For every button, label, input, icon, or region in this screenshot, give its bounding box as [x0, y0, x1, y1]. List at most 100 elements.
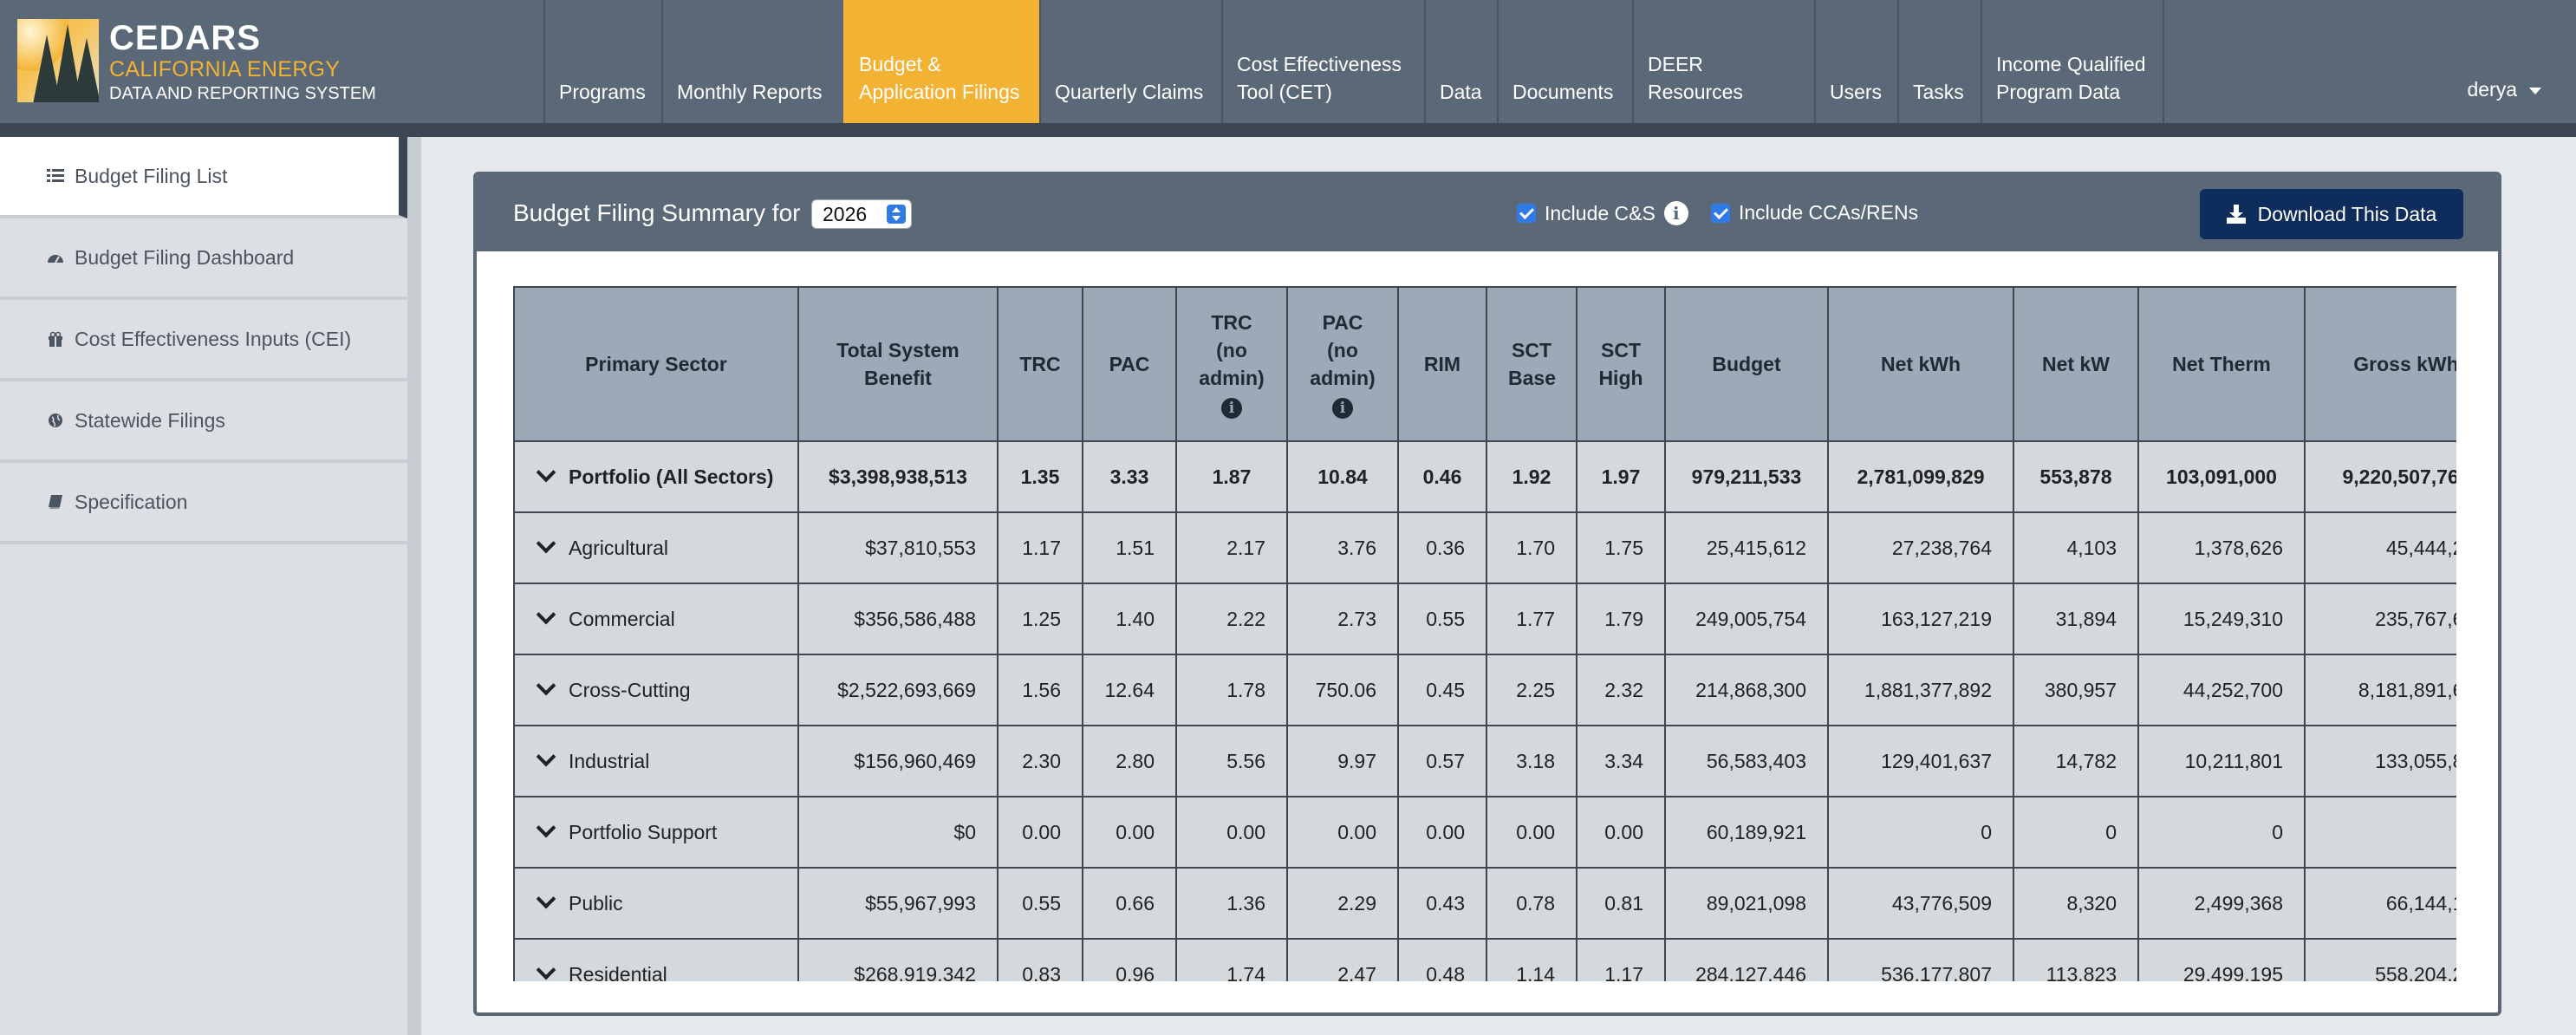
download-data-button[interactable]: Download This Data	[2200, 189, 2463, 239]
cell-tsb: $2,522,693,669	[797, 654, 999, 726]
cell-rim: 0.57	[1397, 725, 1487, 797]
col-net-kwh[interactable]: Net kWh	[1827, 286, 2014, 442]
cell-gross-kwh: 9,220,507,768	[2304, 440, 2456, 513]
col-primary-sector[interactable]: Primary Sector	[513, 286, 799, 442]
cell-pac-na: 10.84	[1286, 440, 1399, 513]
chevron-down-icon[interactable]	[536, 889, 556, 908]
sector-cell[interactable]: Agricultural	[513, 511, 799, 584]
nav-deer-resources[interactable]: DEER Resources	[1632, 0, 1814, 123]
sidebar-item-statewide-filings[interactable]: Statewide Filings	[0, 381, 407, 463]
cell-pac: 0.66	[1082, 867, 1177, 940]
nav-quarterly-claims[interactable]: Quarterly Claims	[1039, 0, 1221, 123]
sidebar: Budget Filing List Budget Filing Dashboa…	[0, 137, 421, 1035]
cell-gross-kwh: 0	[2304, 796, 2456, 869]
cell-sct-high: 0.81	[1576, 867, 1666, 940]
include-ccas-checkbox[interactable]: Include CCAs/RENs	[1711, 201, 1918, 225]
sidebar-item-label: Cost Effectiveness Inputs (CEI)	[75, 327, 352, 350]
col-sct-base[interactable]: SCT Base	[1486, 286, 1577, 442]
chevron-down-icon[interactable]	[536, 960, 556, 980]
sector-cell[interactable]: Industrial	[513, 725, 799, 797]
cell-rim: 0.55	[1397, 583, 1487, 655]
download-label: Download This Data	[2257, 202, 2437, 225]
sector-cell[interactable]: Portfolio Support	[513, 796, 799, 869]
col-net-kw[interactable]: Net kW	[2013, 286, 2139, 442]
sector-cell[interactable]: Portfolio (All Sectors)	[513, 440, 799, 513]
chevron-down-icon[interactable]	[536, 533, 556, 553]
cell-sct-base: 0.00	[1486, 796, 1577, 869]
nav-tasks[interactable]: Tasks	[1897, 0, 1981, 123]
nav-cost-effectiveness-tool[interactable]: Cost Effectiveness Tool (CET)	[1221, 0, 1424, 123]
table-row[interactable]: Cross-Cutting $2,522,693,669 1.56 12.64 1.78…	[513, 654, 2456, 726]
nav-programs[interactable]: Programs	[543, 0, 661, 123]
cell-pac: 3.33	[1082, 440, 1177, 513]
gift-icon	[47, 330, 64, 348]
chevron-down-icon[interactable]	[536, 675, 556, 695]
cell-net-therm: 103,091,000	[2137, 440, 2306, 513]
info-icon[interactable]: i	[1221, 398, 1242, 419]
col-pac-no-admin[interactable]: PAC (no admin) i	[1286, 286, 1399, 442]
table-row[interactable]: Portfolio (All Sectors) $3,398,938,513 1.3…	[513, 440, 2456, 513]
chevron-down-icon[interactable]	[536, 462, 556, 482]
col-trc[interactable]: TRC	[997, 286, 1083, 442]
cell-net-kw: 113,823	[2013, 938, 2139, 981]
nav-users[interactable]: Users	[1814, 0, 1897, 123]
sidebar-item-budget-filing-list[interactable]: Budget Filing List	[0, 137, 407, 218]
nav-data[interactable]: Data	[1424, 0, 1497, 123]
chevron-down-icon[interactable]	[536, 604, 556, 624]
cell-sct-base: 3.18	[1486, 725, 1577, 797]
cell-sct-base: 0.78	[1486, 867, 1577, 940]
col-rim[interactable]: RIM	[1397, 286, 1487, 442]
cell-tsb: $37,810,553	[797, 511, 999, 584]
cell-budget: 249,005,754	[1664, 583, 1829, 655]
sector-label: Public	[569, 891, 623, 915]
user-menu[interactable]: derya	[2467, 78, 2541, 101]
chevron-down-icon[interactable]	[536, 746, 556, 766]
table-row[interactable]: Residential $268,919,342 0.83 0.96 1.74 2.47 0…	[513, 938, 2456, 981]
cell-pac-na: 3.76	[1286, 511, 1399, 584]
brand-subtitle: CALIFORNIA ENERGY	[109, 57, 341, 81]
cell-pac-na: 750.06	[1286, 654, 1399, 726]
sector-cell[interactable]: Residential	[513, 938, 799, 981]
col-total-system-benefit[interactable]: Total System Benefit	[797, 286, 999, 442]
cell-rim: 0.36	[1397, 511, 1487, 584]
include-cs-checkbox[interactable]: Include C&S i	[1517, 201, 1688, 225]
table-row[interactable]: Public $55,967,993 0.55 0.66 1.36 2.29 0.43 0.7…	[513, 867, 2456, 940]
table-row[interactable]: Agricultural $37,810,553 1.17 1.51 2.17 3.76 0…	[513, 511, 2456, 584]
nav-documents[interactable]: Documents	[1497, 0, 1632, 123]
info-icon[interactable]: i	[1332, 398, 1353, 419]
sector-cell[interactable]: Cross-Cutting	[513, 654, 799, 726]
cell-gross-kwh: 45,444,257	[2304, 511, 2456, 584]
col-net-therm[interactable]: Net Therm	[2137, 286, 2306, 442]
cell-net-kw: 380,957	[2013, 654, 2139, 726]
col-sct-high[interactable]: SCT High	[1576, 286, 1666, 442]
nav-income-qualified-program-data[interactable]: Income Qualified Program Data	[1981, 0, 2164, 123]
sidebar-item-specification[interactable]: Specification	[0, 463, 407, 544]
col-budget[interactable]: Budget	[1664, 286, 1829, 442]
cell-budget: 25,415,612	[1664, 511, 1829, 584]
table-header-row: Primary Sector Total System Benefit TRC …	[513, 286, 2456, 442]
info-icon[interactable]: i	[1663, 201, 1688, 225]
chevron-down-icon[interactable]	[536, 817, 556, 837]
table-row[interactable]: Industrial $156,960,469 2.30 2.80 5.56 9.97 0.…	[513, 725, 2456, 797]
sector-cell[interactable]: Commercial	[513, 583, 799, 655]
cell-trc: 1.56	[997, 654, 1083, 726]
cell-trc: 0.00	[997, 796, 1083, 869]
sidebar-item-budget-filing-dashboard[interactable]: Budget Filing Dashboard	[0, 218, 407, 300]
brand-title: CEDARS	[109, 19, 261, 57]
panel-header: Budget Filing Summary for 2026 Include C…	[477, 175, 2498, 251]
cell-pac-na: 0.00	[1286, 796, 1399, 869]
cedars-logo[interactable]: CEDARS CALIFORNIA ENERGY DATA AND REPORT…	[17, 19, 537, 106]
nav-monthly-reports[interactable]: Monthly Reports	[661, 0, 843, 123]
table-row[interactable]: Commercial $356,586,488 1.25 1.40 2.22 2.73 0.…	[513, 583, 2456, 655]
sector-cell[interactable]: Public	[513, 867, 799, 940]
summary-table-container[interactable]: Primary Sector Total System Benefit TRC …	[513, 286, 2456, 981]
year-select[interactable]: 2026	[811, 199, 912, 229]
nav-budget-application-filings[interactable]: Budget & Application Filings	[843, 0, 1039, 123]
table-row[interactable]: Portfolio Support $0 0.00 0.00 0.00 0.00 0.00 0…	[513, 796, 2456, 869]
col-gross-kwh[interactable]: Gross kWh	[2304, 286, 2456, 442]
col-trc-no-admin[interactable]: TRC (no admin) i	[1175, 286, 1288, 442]
col-pac[interactable]: PAC	[1082, 286, 1177, 442]
cell-budget: 60,189,921	[1664, 796, 1829, 869]
table-body: Portfolio (All Sectors) $3,398,938,513 1.3…	[513, 440, 2456, 981]
sidebar-item-cost-effectiveness-inputs[interactable]: Cost Effectiveness Inputs (CEI)	[0, 300, 407, 381]
